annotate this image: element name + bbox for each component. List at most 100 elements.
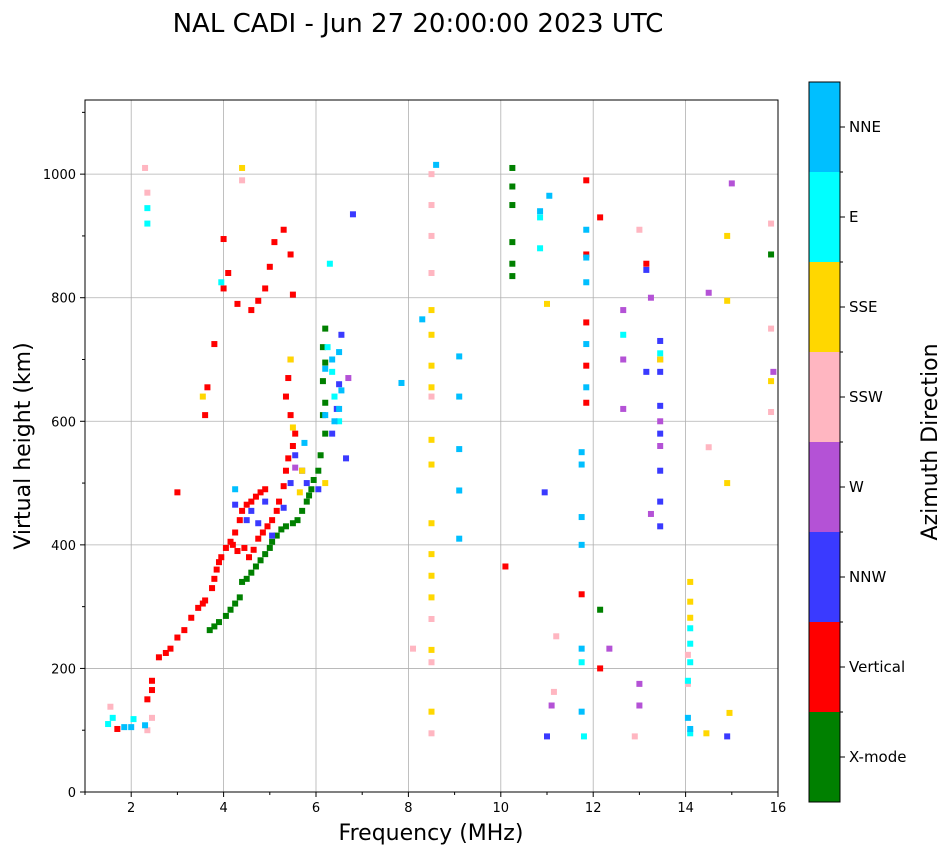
data-point	[148, 714, 155, 721]
data-point	[292, 430, 299, 437]
data-point	[310, 476, 317, 483]
data-point	[509, 183, 516, 190]
data-point	[174, 489, 181, 496]
data-point	[537, 208, 544, 215]
data-point	[215, 619, 222, 626]
data-point	[428, 436, 435, 443]
x-tick-label: 4	[219, 801, 227, 816]
data-point	[657, 356, 664, 363]
data-point	[657, 443, 664, 449]
data-point	[322, 325, 329, 332]
data-point	[724, 297, 731, 304]
data-point	[705, 289, 712, 296]
data-point	[326, 260, 333, 267]
data-point	[252, 493, 259, 500]
y-tick-label: 800	[51, 292, 76, 307]
data-point	[578, 541, 585, 548]
data-point	[597, 214, 604, 221]
data-point	[428, 461, 435, 468]
data-point	[206, 627, 213, 634]
data-point	[583, 399, 590, 406]
data-point	[232, 529, 239, 536]
data-point	[211, 575, 218, 582]
data-point	[728, 180, 735, 187]
data-point	[248, 507, 255, 514]
x-tick-label: 8	[404, 801, 412, 816]
colorbar-tick-label: SSE	[849, 298, 878, 316]
data-point	[232, 486, 239, 493]
data-point	[222, 544, 229, 551]
data-point	[246, 554, 253, 561]
data-point	[724, 232, 731, 239]
x-tick-label: 16	[770, 801, 787, 816]
data-point	[144, 727, 151, 734]
data-point	[322, 480, 329, 487]
series-nnw	[232, 211, 731, 740]
data-point	[456, 393, 463, 400]
data-point	[243, 501, 250, 508]
data-point	[273, 507, 280, 514]
colorbar-tick-label: E	[849, 208, 858, 226]
data-point	[278, 526, 285, 533]
data-point	[578, 514, 585, 521]
data-point	[687, 725, 694, 732]
data-point	[428, 572, 435, 579]
data-point	[259, 529, 266, 536]
data-point	[105, 721, 112, 728]
data-point	[428, 520, 435, 527]
series-x-mode	[206, 164, 775, 634]
x-tick-label: 12	[585, 801, 602, 816]
data-point	[636, 226, 643, 233]
data-point	[199, 393, 206, 400]
data-point	[343, 455, 350, 462]
colorbar-tick-label: NNW	[849, 568, 886, 586]
x-tick-label: 6	[312, 801, 320, 816]
data-point	[202, 412, 209, 419]
data-point	[456, 535, 463, 542]
data-point	[657, 523, 664, 530]
data-point	[142, 722, 149, 729]
data-point	[243, 517, 250, 524]
x-tick-label: 2	[127, 801, 135, 816]
colorbar: X-mode Vertical NNW W SSW SSE E NNE	[808, 81, 906, 803]
data-point	[155, 654, 162, 661]
data-point	[266, 263, 273, 270]
data-point	[236, 594, 243, 601]
data-point	[329, 430, 336, 437]
data-point	[289, 424, 296, 431]
data-point	[188, 614, 195, 621]
data-point	[229, 541, 236, 548]
data-point	[292, 452, 299, 459]
data-point	[269, 532, 276, 539]
data-point	[705, 444, 712, 451]
data-point	[239, 507, 246, 514]
data-point	[541, 489, 548, 496]
data-point	[684, 677, 691, 684]
data-point	[768, 220, 775, 227]
x-tick-label: 14	[677, 801, 694, 816]
data-point	[428, 331, 435, 338]
data-point	[336, 381, 343, 388]
data-point	[597, 665, 604, 672]
data-point	[338, 387, 345, 394]
series-ssw	[107, 164, 775, 740]
data-point	[262, 285, 269, 292]
data-point	[299, 507, 306, 514]
data-point	[262, 498, 269, 505]
data-point	[428, 270, 435, 276]
data-point	[583, 384, 590, 391]
data-point	[768, 409, 775, 416]
data-point	[657, 337, 664, 344]
data-point	[597, 606, 604, 613]
x-tick-label: 10	[493, 801, 510, 816]
data-point	[280, 226, 287, 233]
data-point	[324, 344, 331, 351]
data-point	[349, 211, 356, 218]
data-point	[234, 548, 241, 555]
data-point	[724, 733, 731, 740]
data-point	[643, 266, 650, 273]
data-point	[546, 192, 553, 199]
data-point	[121, 724, 128, 731]
data-point	[322, 412, 329, 419]
data-point	[289, 443, 296, 449]
